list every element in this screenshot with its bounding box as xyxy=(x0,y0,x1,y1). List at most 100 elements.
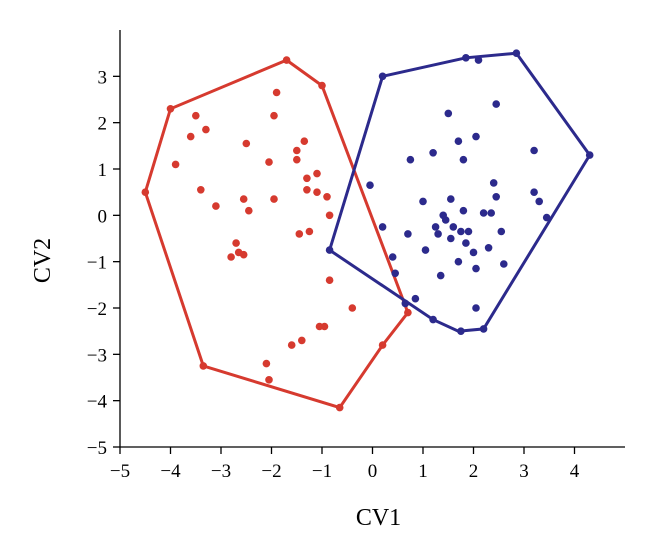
group-2-point xyxy=(441,216,450,224)
group-1-point xyxy=(320,322,329,331)
group-1-point xyxy=(242,139,251,148)
group-1-point xyxy=(404,308,412,317)
group-2-point xyxy=(457,327,465,336)
x-tick-label: 3 xyxy=(519,461,529,482)
group-1-point xyxy=(305,227,314,236)
group-2-point xyxy=(484,244,493,252)
group-1-point xyxy=(171,160,180,169)
group-1-point xyxy=(293,146,301,155)
x-tick-label: −3 xyxy=(211,461,231,482)
group-1-point xyxy=(298,336,306,345)
group-2-point xyxy=(434,230,442,238)
y-axis-title: CV2 xyxy=(30,238,56,283)
group-1-hull xyxy=(143,58,410,410)
group-1-point xyxy=(239,195,248,203)
group-1-point xyxy=(293,155,301,164)
group-1-point xyxy=(270,111,278,120)
group-1-point xyxy=(272,88,281,97)
group-2-point xyxy=(530,146,538,155)
group-1-point xyxy=(227,253,235,261)
group-2-point xyxy=(378,223,387,231)
group-2-point xyxy=(406,155,415,164)
group-2-point xyxy=(436,271,445,280)
group-1-point xyxy=(212,202,220,210)
group-2-point xyxy=(447,195,455,203)
y-ticks: −5 −4 −3 −2 −1 0 1 2 3 xyxy=(87,67,120,459)
group-1-point xyxy=(303,174,311,183)
group-2-point xyxy=(530,188,538,196)
group-2-hull xyxy=(327,51,592,333)
group-1-point xyxy=(262,359,271,368)
group-2-point xyxy=(500,260,508,268)
group-1-point xyxy=(282,56,291,64)
group-1-point xyxy=(348,304,357,312)
group-2-point xyxy=(449,223,458,231)
x-tick-label: 2 xyxy=(469,461,479,482)
group-2-point xyxy=(419,197,427,206)
y-tick-label: 2 xyxy=(98,114,108,135)
group-2-point xyxy=(431,223,440,231)
group-2-point xyxy=(487,209,496,217)
group-1-point xyxy=(313,188,321,196)
group-2-point xyxy=(454,137,463,145)
group-1-point xyxy=(141,188,150,196)
group-1-point xyxy=(295,230,304,238)
group-1-point xyxy=(186,132,195,141)
x-tick-label: 0 xyxy=(368,461,378,482)
group-2-point xyxy=(366,181,374,189)
group-2-point xyxy=(447,234,455,243)
group-1-point xyxy=(378,341,387,349)
group-2-point xyxy=(462,239,470,247)
group-1-point xyxy=(199,362,208,370)
group-1-point xyxy=(323,193,331,201)
group-2-point xyxy=(462,54,470,62)
group-1-point xyxy=(192,111,200,120)
group-1-point xyxy=(335,403,344,412)
y-tick-label: −2 xyxy=(87,299,107,320)
x-tick-label: −1 xyxy=(312,461,332,482)
group-2-point xyxy=(411,294,420,303)
y-tick-label: −3 xyxy=(87,345,107,366)
group-2-point xyxy=(378,72,387,81)
y-tick-label: −5 xyxy=(87,438,107,459)
y-tick-label: 1 xyxy=(98,160,108,181)
group-2-point xyxy=(388,253,397,261)
group-1-point xyxy=(197,186,205,194)
group-2-point xyxy=(512,49,521,57)
y-tick-label: 3 xyxy=(98,67,108,88)
x-tick-label: −5 xyxy=(110,461,130,482)
group-1-point xyxy=(303,186,311,194)
group-1-point xyxy=(300,137,309,145)
x-tick-label: 1 xyxy=(418,461,428,482)
group-2-point xyxy=(472,304,480,312)
group-2-point xyxy=(469,248,478,257)
group-2-point xyxy=(391,269,400,278)
group-1-point xyxy=(313,169,321,178)
group-1-point xyxy=(318,81,326,90)
x-tick-label: −2 xyxy=(261,461,281,482)
x-ticks: −5 −4 −3 −2 −1 0 1 2 3 4 xyxy=(110,447,580,482)
x-tick-label: −4 xyxy=(160,461,181,482)
group-2-point xyxy=(489,179,498,187)
group-1-point xyxy=(166,105,175,113)
group-2-point xyxy=(464,227,473,236)
y-tick-label: 0 xyxy=(98,206,108,227)
group-2-point xyxy=(444,109,453,118)
group-2-point xyxy=(459,155,468,164)
group-2-point xyxy=(479,325,488,333)
axes: −5 −4 −3 −2 −1 0 1 2 3 4 −5 −4 −3 −2 −1 0 1 2 3 xyxy=(87,30,625,482)
group-2-point xyxy=(454,257,463,266)
group-2-point xyxy=(429,149,437,157)
group-1-point xyxy=(232,239,240,247)
group-2-point xyxy=(429,315,437,324)
y-tick-label: −4 xyxy=(87,392,108,413)
group-2-point xyxy=(542,213,551,222)
group-1-point xyxy=(270,195,278,203)
group-1-point xyxy=(325,211,334,220)
group-2-point xyxy=(459,206,468,215)
group-2-point xyxy=(474,56,483,64)
group-2-point xyxy=(497,227,506,236)
group-2-point xyxy=(585,151,594,159)
group-1-point xyxy=(245,206,253,215)
